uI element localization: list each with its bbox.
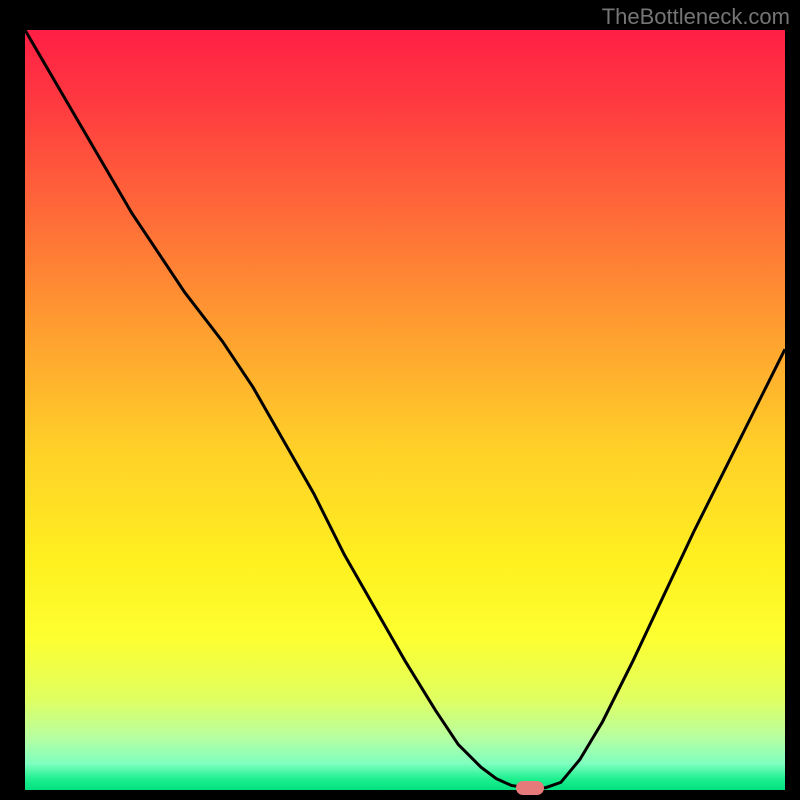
bottleneck-curve — [25, 30, 785, 790]
plot-area — [25, 30, 785, 790]
chart-container: TheBottleneck.com — [0, 0, 800, 800]
min-marker — [516, 781, 544, 795]
watermark-text: TheBottleneck.com — [602, 4, 790, 30]
